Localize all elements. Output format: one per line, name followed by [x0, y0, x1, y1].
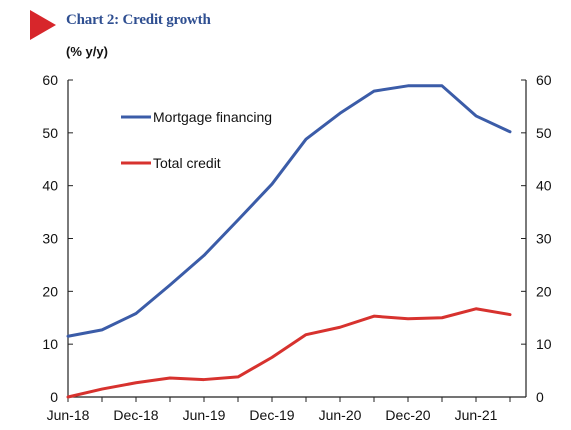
y-tick-label-left: 20	[42, 283, 58, 299]
series-lines-group	[66, 84, 512, 399]
y-tick-label-right: 10	[536, 336, 552, 352]
y-tick-label-right: 30	[536, 231, 552, 247]
legend-group: Mortgage financing Total credit	[121, 109, 272, 171]
y-tick-label-left: 40	[42, 178, 58, 194]
y-unit-label: (% y/y)	[66, 44, 108, 59]
total-credit-line	[66, 307, 512, 399]
red-triangle-icon	[30, 10, 56, 40]
legend-label-total: Total credit	[153, 155, 221, 171]
y-tick-label-left: 10	[42, 336, 58, 352]
x-tick-label: Jun-19	[183, 407, 226, 423]
y-tick-label-right: 60	[536, 72, 552, 88]
chart-title: Chart 2: Credit growth	[66, 12, 211, 28]
y-tick-label-left: 60	[42, 72, 58, 88]
y-tick-label-left: 50	[42, 125, 58, 141]
y-tick-label-right: 0	[536, 389, 544, 405]
y-tick-label-right: 20	[536, 283, 552, 299]
mortgage-financing-line	[66, 84, 512, 338]
x-tick-label: Jun-20	[319, 407, 362, 423]
x-tick-label: Dec-20	[385, 407, 430, 423]
y-tick-label-left: 0	[50, 389, 58, 405]
x-tick-label: Jun-18	[47, 407, 90, 423]
x-tick-label: Jun-21	[455, 407, 498, 423]
y-tick-label-right: 40	[536, 178, 552, 194]
y-tick-label-right: 50	[536, 125, 552, 141]
x-tick-label: Dec-19	[249, 407, 294, 423]
y-tick-label-left: 30	[42, 231, 58, 247]
x-tick-label: Dec-18	[113, 407, 158, 423]
legend-label-mortgage: Mortgage financing	[153, 109, 272, 125]
axes-group: 0 0 10 10 20 20 30 30 40 40 50 50 60 60 Jun-18 Dec-18 Ju…	[42, 72, 551, 423]
